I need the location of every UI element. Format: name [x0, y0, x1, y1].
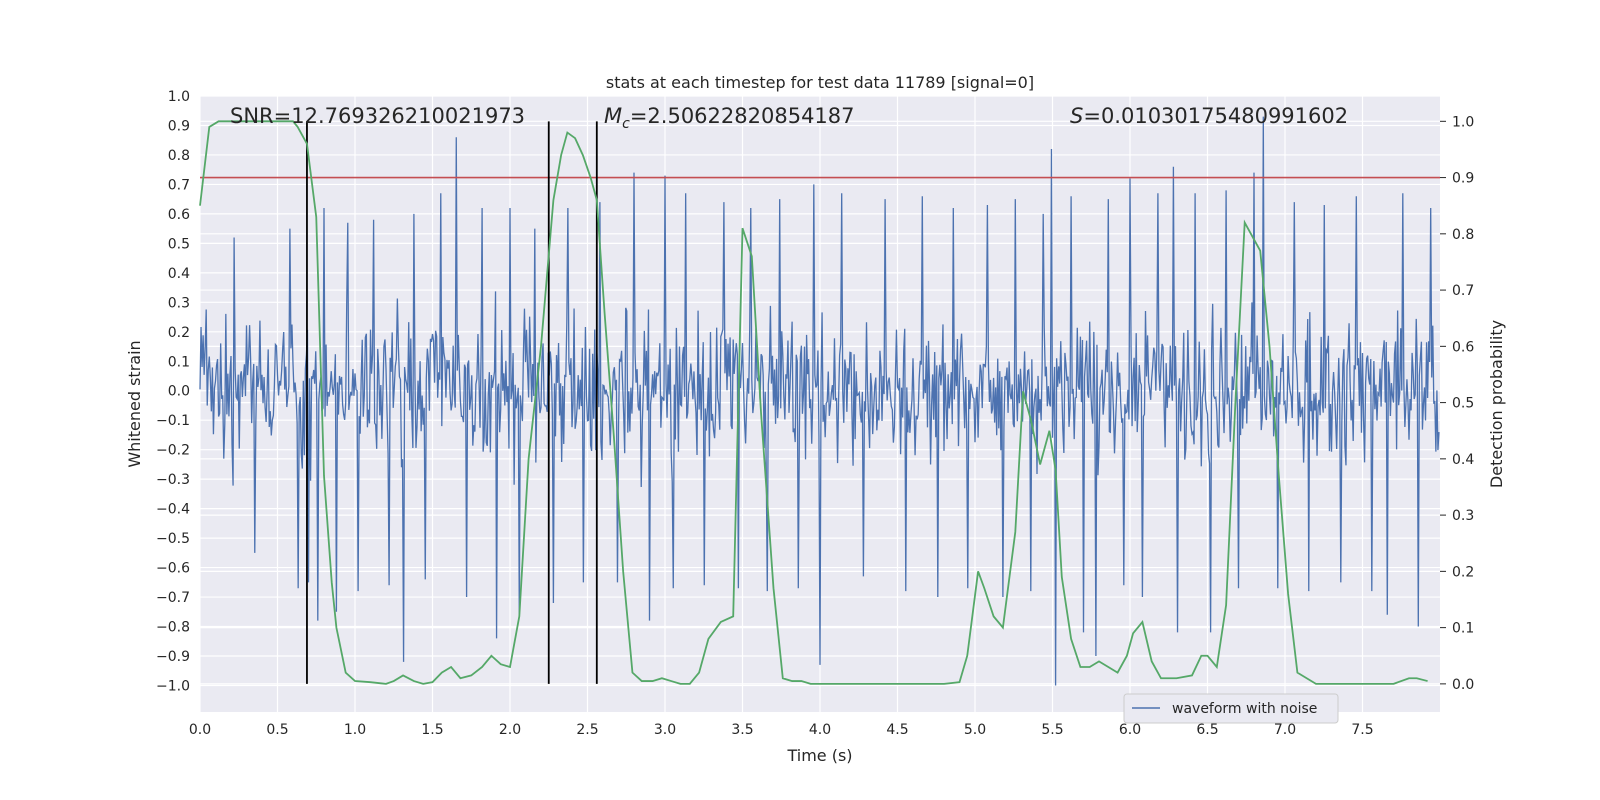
y-left-tick-label: −0.3	[156, 472, 190, 488]
x-tick-label: 5.5	[1041, 722, 1063, 738]
chart-title: stats at each timestep for test data 117…	[606, 73, 1034, 92]
y-left-tick-label: −0.7	[156, 590, 190, 606]
y-right-tick-label: 0.7	[1452, 283, 1474, 299]
chirp-mass-value: =2.50622820854187	[630, 104, 855, 128]
y-left-tick-label: −0.2	[156, 443, 190, 459]
x-tick-label: 6.5	[1196, 722, 1218, 738]
x-tick-label: 0.5	[266, 722, 288, 738]
y-right-tick-label: 0.3	[1452, 508, 1474, 524]
x-tick-label: 4.5	[886, 722, 908, 738]
snr-annotation: SNR=12.769326210021973	[230, 104, 525, 128]
y-left-tick-label: 0.5	[168, 236, 190, 252]
x-tick-label: 5.0	[964, 722, 986, 738]
legend-box	[1123, 693, 1339, 724]
y-left-tick-label: 0.7	[168, 177, 190, 193]
y-left-tick-label: 0.4	[168, 266, 190, 282]
y-right-tick-label: 0.8	[1452, 227, 1474, 243]
y-right-tick-label: 0.2	[1452, 564, 1474, 580]
chirp-mass-symbol: M	[604, 104, 622, 128]
y-axis-label-right: Detection probability	[1487, 320, 1506, 488]
x-tick-label: 1.0	[344, 722, 366, 738]
x-tick-label: 3.0	[654, 722, 676, 738]
y-left-tick-label: 0.8	[168, 148, 190, 164]
y-left-tick-label: 1.0	[168, 89, 190, 105]
chirp-mass-subscript: c	[622, 116, 630, 132]
y-left-tick-label: 0.0	[168, 384, 190, 400]
y-left-tick-label: 0.9	[168, 118, 190, 134]
y-right-tick-label: 0.5	[1452, 396, 1474, 412]
x-axis-label: Time (s)	[786, 746, 852, 765]
chirp-mass-annotation: Mc=2.50622820854187	[604, 104, 855, 132]
x-tick-label: 3.5	[731, 722, 753, 738]
y-right-tick-label: 0.4	[1452, 452, 1474, 468]
x-tick-label: 0.0	[189, 722, 211, 738]
y-left-tick-label: −0.1	[156, 413, 190, 429]
legend: waveform with noise	[1123, 693, 1339, 724]
grid-layer	[199, 95, 1440, 712]
y-left-tick-label: −0.9	[156, 649, 190, 665]
y-right-tick-label: 0.6	[1452, 339, 1474, 355]
y-left-tick-label: −0.8	[156, 620, 190, 636]
s-symbol: S	[1070, 104, 1083, 128]
detection-probability-line	[199, 120, 1428, 685]
overlay-layer	[199, 120, 1440, 685]
y-left-tick-label: 0.6	[168, 207, 190, 223]
legend-label: waveform with noise	[1172, 701, 1317, 717]
x-tick-label: 1.5	[421, 722, 443, 738]
s-value: =0.01030175480991602	[1083, 104, 1348, 128]
y-left-tick-label: −0.5	[156, 531, 190, 547]
x-tick-label: 6.0	[1119, 722, 1141, 738]
y-left-tick-label: −0.4	[156, 502, 190, 518]
waveform-line	[199, 116, 1440, 686]
y-right-tick-label: 1.0	[1452, 114, 1474, 130]
x-tick-label: 2.0	[499, 722, 521, 738]
x-tick-label: 2.5	[576, 722, 598, 738]
y-left-tick-label: 0.1	[168, 354, 190, 370]
x-tick-label: 4.0	[809, 722, 831, 738]
series-layer	[199, 116, 1440, 686]
y-left-tick-label: −1.0	[156, 678, 190, 694]
tick-layer: 1.0 0.9 0.8 0.7 0.6 0.5 0.4 0.3 0.2 0.1 0.0 −0.1 −0.…	[156, 89, 1474, 738]
y-right-tick-label: 0.0	[1452, 677, 1474, 693]
s-annotation: S=0.01030175480991602	[1070, 104, 1348, 128]
x-tick-label: 7.5	[1351, 722, 1373, 738]
y-left-tick-label: −0.6	[156, 561, 190, 577]
y-right-tick-label: 0.9	[1452, 171, 1474, 187]
x-tick-label: 7.0	[1274, 722, 1296, 738]
y-left-tick-label: 0.2	[168, 325, 190, 341]
y-axis-label-left: Whitened strain	[125, 340, 144, 467]
y-right-tick-label: 0.1	[1452, 621, 1474, 637]
y-left-tick-label: 0.3	[168, 295, 190, 311]
